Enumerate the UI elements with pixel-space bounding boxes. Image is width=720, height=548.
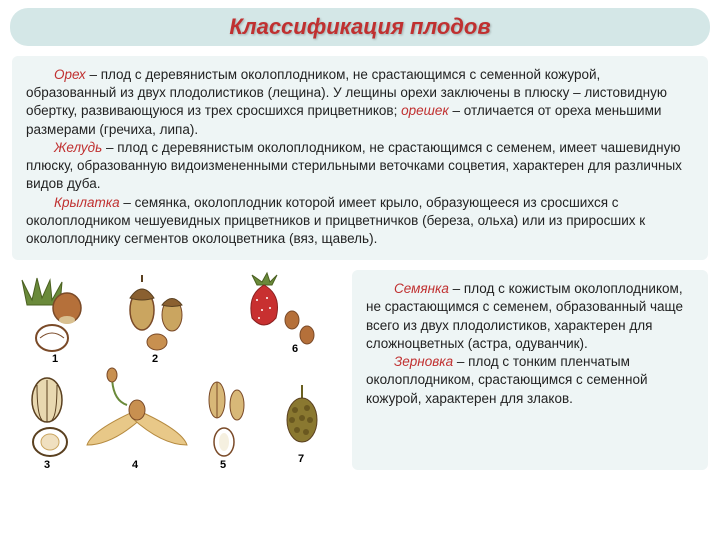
page-title: Классификация плодов (229, 14, 490, 39)
def-semyanka: Семянка – плод с кожистым околоплодником… (366, 280, 694, 353)
text-krylatka: – семянка, околоплодник которой имеет кр… (26, 195, 645, 246)
def-zhelud: Желудь – плод с деревянистым околоплодни… (26, 139, 694, 194)
def-krylatka: Крылатка – семянка, околоплодник которой… (26, 194, 694, 249)
fruit-illustration: 1 2 6 (12, 270, 342, 470)
plant-3-icon (32, 378, 67, 456)
plant-label-5: 5 (220, 459, 226, 470)
term-krylatka: Крылатка (54, 195, 120, 210)
plant-5-icon (209, 382, 244, 456)
definitions-block-1: Орех – плод с деревянистым околоплоднико… (12, 56, 708, 260)
term-zernovka: Зерновка (394, 354, 453, 369)
plant-2-icon (130, 275, 182, 350)
term-orekh: Орех (54, 67, 86, 82)
plant-1-icon (22, 278, 81, 351)
plant-label-2: 2 (152, 353, 158, 365)
term-zhelud: Желудь (54, 140, 102, 155)
def-orekh: Орех – плод с деревянистым околоплоднико… (26, 66, 694, 139)
plant-label-6: 6 (292, 343, 298, 355)
lower-row: 1 2 6 (0, 270, 720, 470)
def-zernovka: Зерновка – плод с тонким пленчатым около… (366, 353, 694, 408)
plant-4-icon (87, 368, 187, 445)
plant-label-3: 3 (44, 459, 50, 470)
definitions-block-2: Семянка – плод с кожистым околоплодником… (352, 270, 708, 470)
title-bar: Классификация плодов (10, 8, 710, 46)
term-oreshek: орешек (401, 103, 449, 118)
term-semyanka: Семянка (394, 281, 449, 296)
plant-label-4: 4 (132, 459, 139, 470)
fruit-svg: 1 2 6 (12, 270, 342, 470)
plant-label-7: 7 (298, 453, 304, 465)
plant-label-1: 1 (52, 353, 58, 365)
text-zhelud: – плод с деревянистым околоплодником, не… (26, 140, 682, 191)
plant-7-icon (287, 385, 317, 442)
plant-6-icon (251, 273, 314, 344)
